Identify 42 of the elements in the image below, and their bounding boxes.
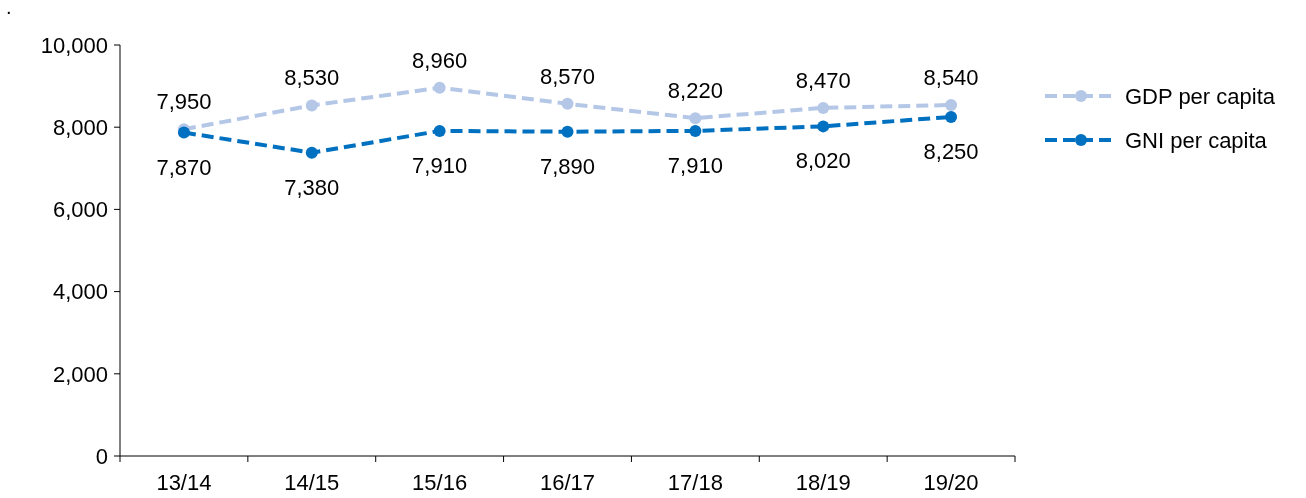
data-label: 7,890	[539, 153, 596, 179]
point	[689, 112, 702, 125]
data-label: 8,530	[284, 65, 340, 91]
text: .	[6, 0, 12, 18]
x-tick-label: 17/18	[667, 470, 723, 495]
point	[433, 124, 446, 137]
point	[305, 146, 318, 159]
x-tick-label: 13/14	[156, 470, 212, 495]
data-label: 7,950	[156, 89, 212, 115]
point	[817, 101, 830, 114]
point	[561, 125, 574, 138]
x-tick-label: 16/17	[539, 470, 596, 495]
y-tick-label: 10,000	[40, 32, 108, 58]
point	[817, 120, 830, 133]
x-tick-label: 18/19	[795, 470, 851, 495]
y-tick-label: 8,000	[52, 114, 108, 140]
y-tick-label: 4,000	[52, 279, 108, 305]
point	[561, 97, 574, 110]
data-label: 7,380	[284, 174, 340, 200]
y-tick-label: 2,000	[52, 361, 108, 387]
legend-label: GDP per capita	[1125, 83, 1276, 109]
data-label: 7,870	[156, 154, 212, 180]
data-label: 8,220	[667, 78, 723, 104]
x-tick-label: 14/15	[284, 470, 340, 495]
point	[305, 99, 318, 112]
data-label: 8,960	[412, 47, 468, 73]
data-label: 8,250	[923, 138, 979, 164]
data-label: 8,020	[795, 148, 851, 174]
data-label: 8,540	[923, 65, 979, 91]
data-label: 8,570	[539, 63, 596, 89]
data-label: 8,470	[795, 67, 851, 93]
x-tick-label: 19/20	[923, 470, 979, 495]
data-label: 7,910	[412, 152, 468, 178]
point	[689, 124, 702, 137]
point	[945, 110, 958, 123]
x-tick-label: 15/16	[412, 470, 468, 495]
point	[433, 81, 446, 94]
data-label: 7,910	[667, 152, 723, 178]
point	[945, 99, 958, 112]
y-tick-label: 6,000	[52, 197, 108, 223]
y-tick-label: 0	[95, 443, 108, 469]
legend-label: GNI per capita	[1125, 127, 1268, 153]
